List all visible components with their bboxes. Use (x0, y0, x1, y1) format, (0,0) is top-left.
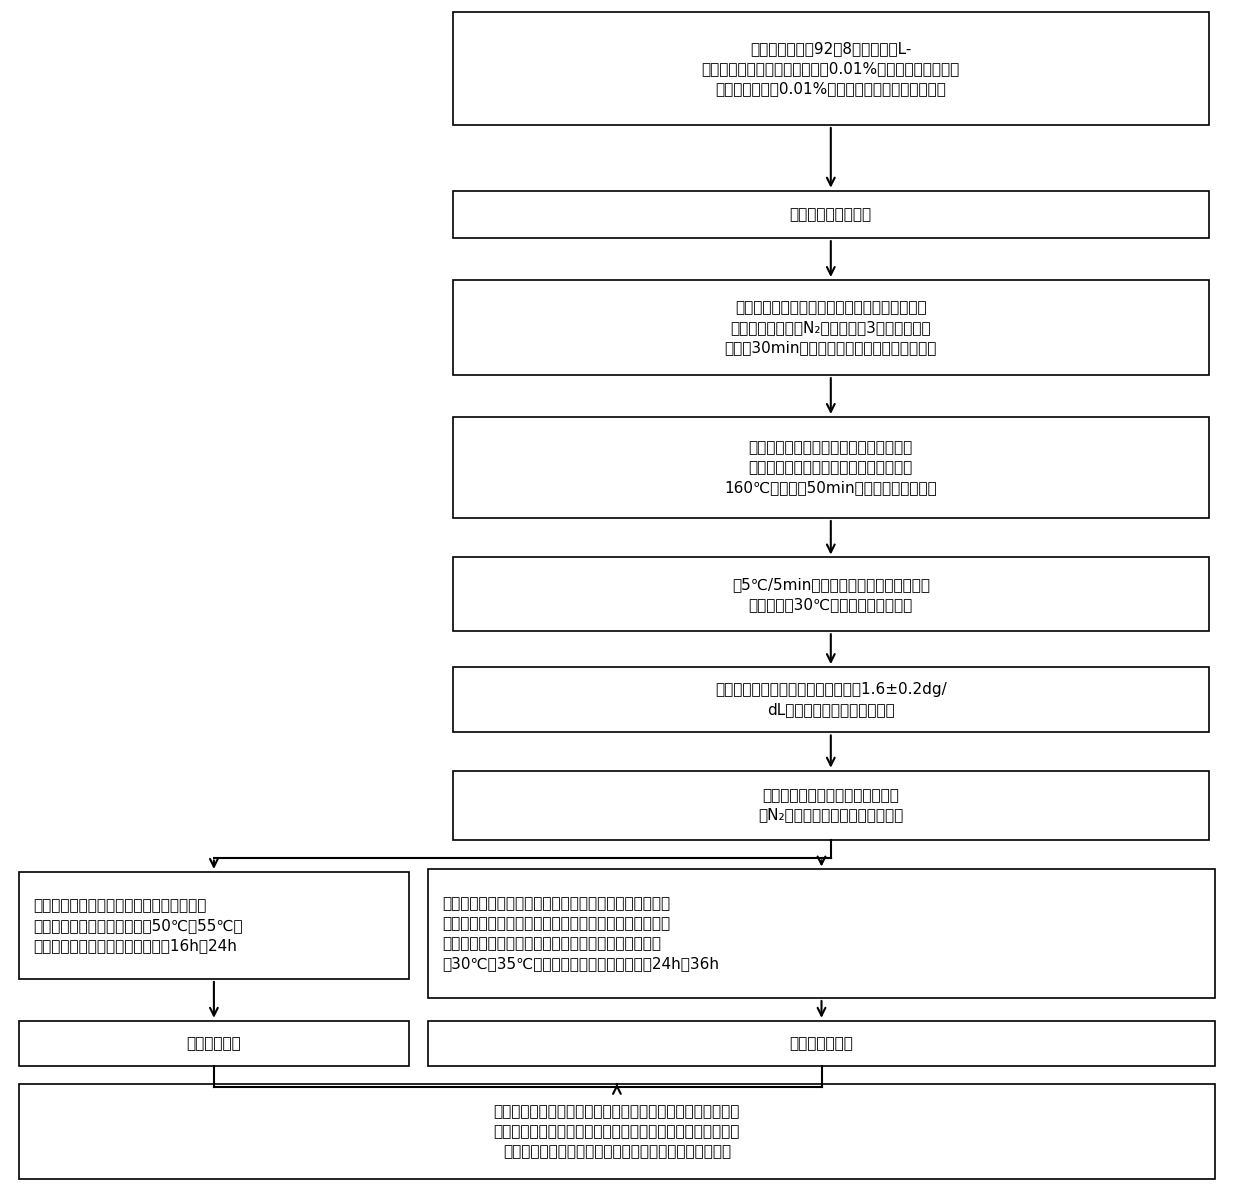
Bar (453, 771, 1209, 840)
Text: 针对聚乙丙交酯切片和聚己内酯切片进行复合纺丝，使得聚乙
丙交酯处于复合纤维的芯层，而聚己内酯包裹住聚乙丙交酯形
成复合纤维的皮层，得到聚乙丙交酯与聚己内酯复合纤: 针对聚乙丙交酯切片和聚己内酯切片进行复合纺丝，使得聚乙 丙交酯处于复合纤维的芯层… (494, 1104, 740, 1159)
Text: 真空干燥聚己内酯后，得到聚己内酯切片，
真空干燥的温度的取値范围为50℃～55℃，
真空干燥的持续时间的取値范围为16h～24h: 真空干燥聚己内酯后，得到聚己内酯切片， 真空干燥的温度的取値范围为50℃～55℃… (33, 898, 243, 953)
Bar (19, 1084, 1215, 1179)
Text: 挤出后的所述第二中间产物依次经过冷却、切粒、干燥、
切片、真空封装的步骤后，制得所述聚乙丙交酯的切片，
其中，所述干燥的步骤的操作环境为：温度的取値范围
为30: 挤出后的所述第二中间产物依次经过冷却、切粒、干燥、 切片、真空封装的步骤后，制得… (443, 897, 719, 971)
Bar (428, 1021, 1215, 1066)
Text: 针对所述封闭的聚合反应龜抜真空后，向真空的
聚合反应龜中通入N₂，如此循环3次，每次持续
时间为30min，得到反应环境洁净的聚合反应龜: 针对所述封闭的聚合反应龜抜真空后，向真空的 聚合反应龜中通入N₂，如此循环3次，… (724, 300, 937, 355)
Bar (453, 280, 1209, 375)
Bar (428, 869, 1215, 998)
Text: 将物质的量比为92：8的乙交酯、L-
丙交酯、占总单体物质的量比为0.01%的辛酸亚锡、占总单
体物质的量比为0.01%的月桂醇加入至聚合反应龜中: 将物质的量比为92：8的乙交酯、L- 丙交酯、占总单体物质的量比为0.01%的辛… (702, 42, 960, 95)
Bar (453, 417, 1209, 518)
Text: 聚己内酯切片: 聚己内酯切片 (186, 1036, 242, 1050)
Bar (453, 667, 1209, 732)
Text: 以5℃/5min的速度使所述第一中间产物的
温度升高到30℃，得到第二中间产物: 以5℃/5min的速度使所述第一中间产物的 温度升高到30℃，得到第二中间产物 (732, 576, 930, 612)
Text: 向已经终止反应的聚合反应龜中充
入N₂后，将所述第二中间产物挤出: 向已经终止反应的聚合反应龜中充 入N₂后，将所述第二中间产物挤出 (758, 787, 904, 823)
Bar (453, 191, 1209, 238)
Text: 聚乙丙交酯切片: 聚乙丙交酯切片 (790, 1036, 853, 1050)
Bar (453, 12, 1209, 125)
Bar (19, 1021, 409, 1066)
Text: 加热并搔拌所述反应环境洁净的聚合反应
龜，使得所述聚合反应龜内的温度升高至
160℃，并持续50min，得到第一中间产物: 加热并搔拌所述反应环境洁净的聚合反应 龜，使得所述聚合反应龜内的温度升高至 16… (724, 441, 937, 494)
Bar (19, 872, 409, 979)
Text: 在所述第二中间产物的特性粘数达刼1.6±0.2dg/
dL时，终止聚合反应龜的反应: 在所述第二中间产物的特性粘数达刼1.6±0.2dg/ dL时，终止聚合反应龜的反… (715, 682, 946, 717)
Text: 封闭所述聚合反应龜: 封闭所述聚合反应龜 (790, 207, 872, 222)
Bar (453, 557, 1209, 631)
